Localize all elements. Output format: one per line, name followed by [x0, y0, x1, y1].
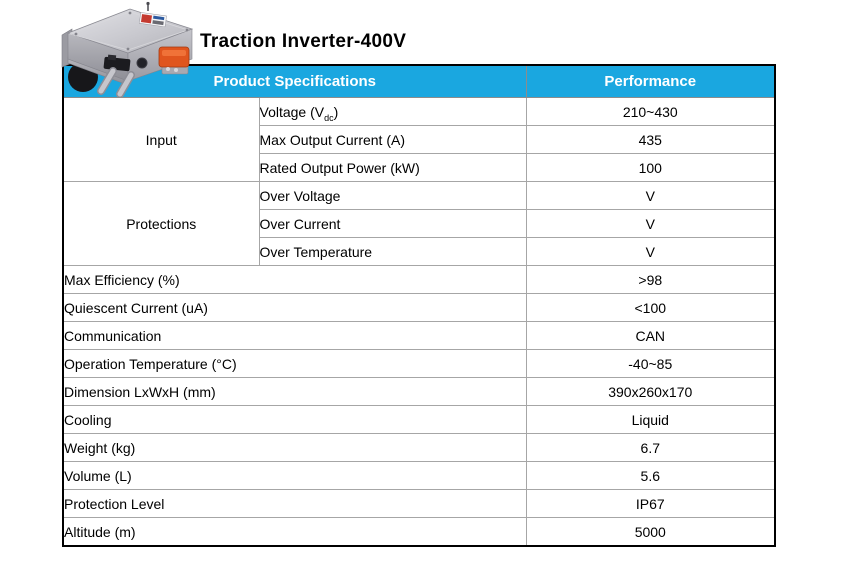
table-row: Over Current V — [63, 209, 776, 238]
table-row: Input Voltage (Vdc) 210~430 — [62, 97, 776, 182]
table-row: Dimension LxWxH (mm) 390x260x170 — [62, 377, 776, 406]
spec-cell-weight: Weight (kg) — [62, 433, 527, 462]
spec-cell-max-output-current: Max Output Current (A) — [258, 125, 527, 154]
value-cell: 435 — [525, 125, 776, 154]
spec-cell-volume: Volume (L) — [62, 461, 527, 490]
value-cell: 100 — [525, 153, 776, 182]
product-photo — [61, 1, 194, 97]
table-row: Volume (L) 5.6 — [62, 461, 776, 490]
spec-cell-max-efficiency: Max Efficiency (%) — [62, 265, 527, 294]
group-cell-input: Input — [62, 97, 260, 182]
value-cell: 5000 — [525, 517, 776, 547]
value-cell: IP67 — [525, 489, 776, 518]
spec-cell-protection-level: Protection Level — [62, 489, 527, 518]
table-row: Weight (kg) 6.7 — [62, 433, 776, 462]
table-row: Max Efficiency (%) >98 — [62, 265, 776, 294]
col-header-performance: Performance — [525, 64, 776, 98]
spec-cell-communication: Communication — [62, 321, 527, 350]
value-cell: -40~85 — [525, 349, 776, 378]
round-connector — [136, 57, 148, 69]
spec-cell-voltage: Voltage (Vdc) — [258, 97, 527, 126]
value-cell: CAN — [525, 321, 776, 350]
table-row: Altitude (m) 5000 — [62, 517, 776, 547]
value-cell: V — [525, 209, 776, 238]
label-sticker — [138, 12, 167, 28]
black-connector — [103, 56, 131, 72]
spec-cell-rated-output-power: Rated Output Power (kW) — [258, 153, 527, 182]
value-cell: Liquid — [525, 405, 776, 434]
table-row: Rated Output Power (kW) 100 — [63, 153, 776, 182]
value-cell: 5.6 — [525, 461, 776, 490]
table-row: Operation Temperature (°C) -40~85 — [62, 349, 776, 378]
table-row: Communication CAN — [62, 321, 776, 350]
group-cell-protections: Protections — [62, 181, 260, 266]
orange-connector — [158, 46, 190, 75]
value-cell: 390x260x170 — [525, 377, 776, 406]
spec-cell-cooling: Cooling — [62, 405, 527, 434]
value-cell: 210~430 — [525, 97, 776, 126]
spec-cell-quiescent-current: Quiescent Current (uA) — [62, 293, 527, 322]
value-cell: >98 — [525, 265, 776, 294]
spec-cell-over-temperature: Over Temperature — [258, 237, 527, 266]
spec-cell-over-current: Over Current — [258, 209, 527, 238]
spec-cell-dimension: Dimension LxWxH (mm) — [62, 377, 527, 406]
coolant-pipes — [97, 67, 135, 97]
spec-cell-operation-temperature: Operation Temperature (°C) — [62, 349, 527, 378]
table-row: Cooling Liquid — [62, 405, 776, 434]
table-row: Protection Level IP67 — [62, 489, 776, 518]
value-cell: 6.7 — [525, 433, 776, 462]
value-cell: V — [525, 237, 776, 266]
voltage-subscript: dc — [324, 112, 334, 123]
value-cell: V — [525, 181, 776, 210]
spec-table: Product Specifications Performance Input… — [62, 64, 777, 547]
spec-cell-over-voltage: Over Voltage — [258, 181, 527, 210]
table-row: Protections Over Voltage V — [62, 181, 776, 266]
table-row: Quiescent Current (uA) <100 — [62, 293, 776, 322]
page-title: Traction Inverter-400V — [200, 31, 407, 52]
spec-cell-altitude: Altitude (m) — [62, 517, 527, 547]
value-cell: <100 — [525, 293, 776, 322]
